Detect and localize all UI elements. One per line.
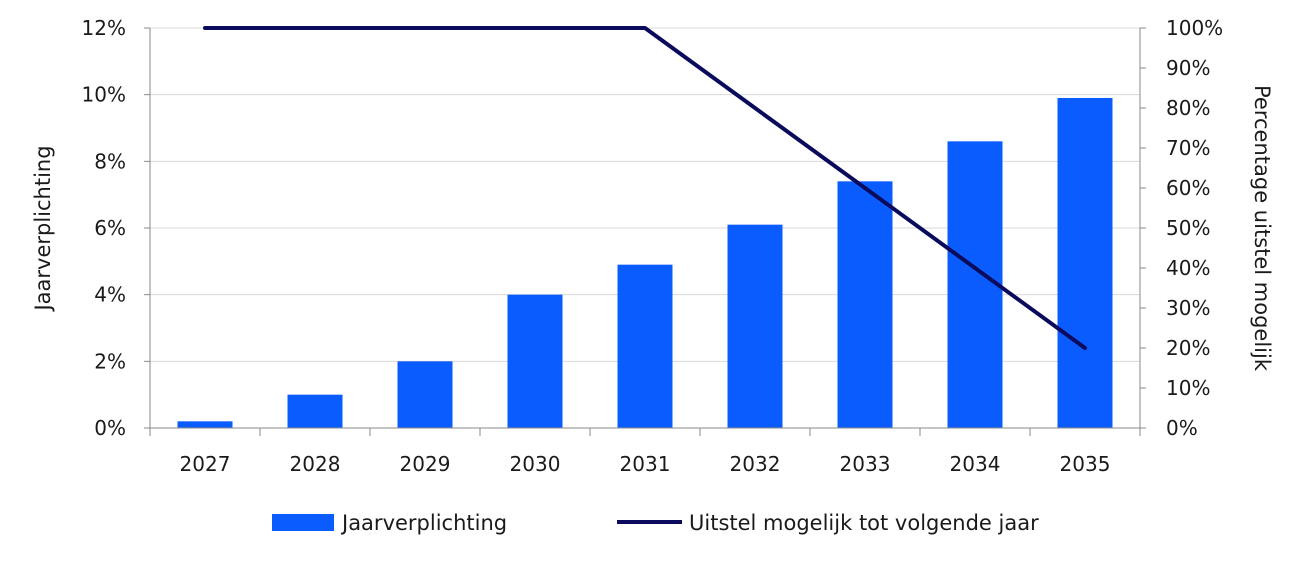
left-tick-label: 8% <box>94 149 126 173</box>
right-tick-label: 20% <box>1166 336 1210 360</box>
line-series-path <box>203 26 1087 350</box>
left-tick-label: 0% <box>94 416 126 440</box>
right-tick-label: 10% <box>1166 376 1210 400</box>
bar <box>947 141 1003 429</box>
right-tick-label: 80% <box>1166 96 1210 120</box>
right-tick-label: 60% <box>1166 176 1210 200</box>
left-tick-label: 10% <box>82 83 126 107</box>
bar <box>617 264 673 428</box>
bar <box>1057 98 1113 428</box>
left-tick-label: 6% <box>94 216 126 240</box>
x-tick-label: 2030 <box>510 452 561 476</box>
x-tick-label: 2028 <box>290 452 341 476</box>
x-tick-label: 2033 <box>840 452 891 476</box>
right-tick-label: 100% <box>1166 16 1223 40</box>
legend-label-line: Uitstel mogelijk tot volgende jaar <box>689 511 1039 535</box>
bar <box>837 181 893 428</box>
right-tick-label: 70% <box>1166 136 1210 160</box>
right-tick-label: 40% <box>1166 256 1210 280</box>
x-tick-label: 2034 <box>950 452 1001 476</box>
legend-swatch-bar <box>272 514 334 531</box>
left-tick-label: 4% <box>94 283 126 307</box>
legend: Jaarverplichting Uitstel mogelijk tot vo… <box>272 511 1039 535</box>
x-tick-label: 2027 <box>180 452 231 476</box>
tick-labels: 0% 2% 4% 6% 8% 10% 12% 0% 10% 20% 30% 40% 50% 60% 70% 8… <box>82 16 1224 476</box>
y-axis-title-left: Jaarverplichting <box>31 145 55 312</box>
x-tick-label: 2032 <box>730 452 781 476</box>
bar <box>177 421 233 428</box>
bar <box>287 394 343 428</box>
bar <box>507 294 563 428</box>
bar <box>727 224 783 428</box>
right-tick-label: 30% <box>1166 296 1210 320</box>
x-tick-label: 2029 <box>400 452 451 476</box>
bar-series <box>177 98 1113 429</box>
x-tick-label: 2031 <box>620 452 671 476</box>
line-series <box>203 26 1087 350</box>
left-tick-label: 12% <box>82 16 126 40</box>
y-axis-title-right: Percentage uitstel mogelijk <box>1250 85 1274 372</box>
x-tick-label: 2035 <box>1060 452 1111 476</box>
bar <box>397 361 453 428</box>
right-tick-label: 90% <box>1166 56 1210 80</box>
left-tick-label: 2% <box>94 349 126 373</box>
legend-label-bar: Jaarverplichting <box>340 511 507 535</box>
right-tick-label: 50% <box>1166 216 1210 240</box>
right-tick-label: 0% <box>1166 416 1198 440</box>
